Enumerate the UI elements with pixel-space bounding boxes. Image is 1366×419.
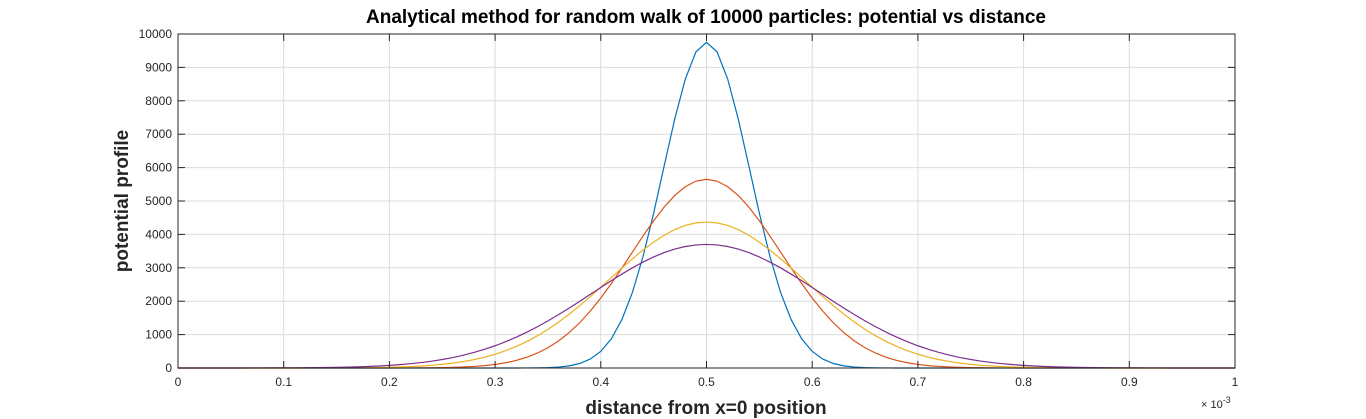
x-axis-multiplier: × 10-3 [1201,395,1231,411]
chart-title: Analytical method for random walk of 100… [366,7,1046,28]
y-tick-label: 7000 [145,127,172,141]
x-tick-label: 0.5 [698,375,715,389]
y-tick-label: 4000 [145,227,172,241]
x-tick-label: 0 [175,375,182,389]
y-tick-labels: 0 1000 2000 3000 4000 5000 6000 7000 8000 9000 100… [139,27,173,375]
x-multiplier-exponent: -3 [1223,395,1231,405]
y-tick-label: 8000 [145,94,172,108]
x-tick-label: 0.1 [275,375,292,389]
y-tick-label: 1000 [145,328,172,342]
y-tick-label: 2000 [145,294,172,308]
x-tick-label: 0.7 [910,375,927,389]
x-tick-label: 0.8 [1015,375,1032,389]
y-tick-label: 3000 [145,261,172,275]
x-tick-label: 0.2 [381,375,398,389]
x-multiplier-base: × 10 [1201,399,1223,411]
series-line-4 [178,243,1235,369]
y-tick-label: 6000 [145,161,172,175]
y-tick-label: 10000 [139,27,173,41]
x-tick-label: 0.4 [592,375,609,389]
x-axis-label: distance from x=0 position [585,398,826,419]
x-tick-label: 1 [1232,375,1239,389]
x-tick-labels: 0 0.1 0.2 0.3 0.4 0.5 0.6 0.7 0.8 0.9 1 [175,375,1239,389]
grid-lines [177,33,1236,369]
x-tick-label: 0.3 [487,375,504,389]
axis-ticks [177,33,1236,369]
y-axis-label: potential profile [112,130,133,273]
y-tick-label: 0 [165,361,172,375]
x-tick-label: 0.9 [1121,375,1138,389]
y-tick-label: 5000 [145,194,172,208]
x-tick-label: 0.6 [804,375,821,389]
y-tick-label: 9000 [145,60,172,74]
